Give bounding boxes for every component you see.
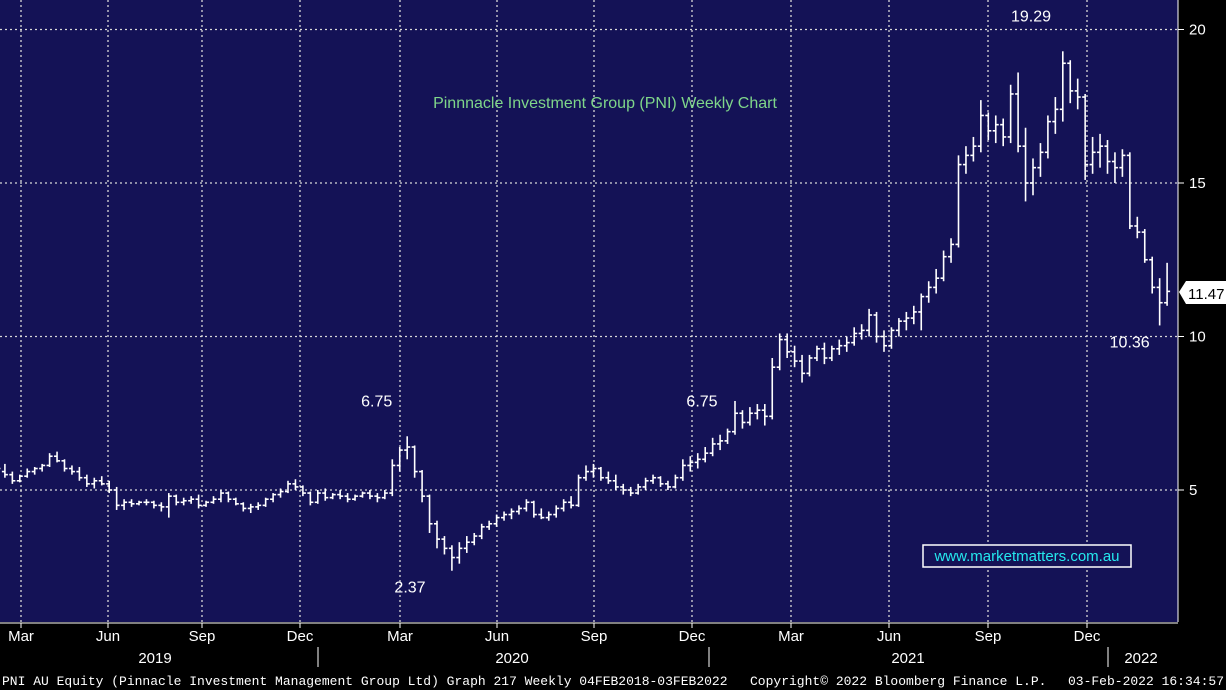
x-tick-label: Sep: [189, 628, 216, 645]
footer-equity: PNI AU Equity (Pinnacle Investment Manag…: [2, 674, 728, 689]
year-label: 2022: [1124, 650, 1157, 667]
watermark-box: [922, 544, 1132, 568]
y-tick-label: 10: [1189, 329, 1206, 346]
annotations: 6.75 2.37 6.75 19.29 10.36: [361, 8, 1150, 596]
x-tick-label: Mar: [387, 628, 413, 645]
year-label: 2019: [138, 650, 171, 667]
footer-timestamp: 03-Feb-2022 16:34:57: [1068, 674, 1224, 689]
x-tick-label: Dec: [679, 628, 706, 645]
y-tick-label: 20: [1189, 22, 1206, 39]
x-tick-label: Mar: [778, 628, 804, 645]
grid: [0, 0, 1178, 622]
last-price-tag: [1179, 281, 1226, 304]
year-label: 2021: [891, 650, 924, 667]
x-tick-label: Mar: [8, 628, 34, 645]
plot-area: [0, 0, 1178, 622]
y-axis: 5 10 15 20: [1178, 22, 1206, 499]
annotation-label: 10.36: [1110, 334, 1150, 351]
x-tick-label: Dec: [1074, 628, 1101, 645]
x-axis: Mar Jun Sep Dec Mar Jun Sep Dec Mar Jun Sep Dec 2019…: [8, 623, 1158, 667]
annotation-label: 6.75: [686, 393, 717, 410]
annotation-label: 19.29: [1011, 8, 1051, 25]
watermark-link[interactable]: www.marketmatters.com.au: [933, 548, 1119, 565]
chart-title: Pinnnacle Investment Group (PNI) Weekly …: [433, 95, 777, 112]
x-tick-label: Jun: [96, 628, 120, 645]
annotation-label: 2.37: [394, 580, 425, 597]
x-tick-label: Dec: [287, 628, 314, 645]
x-tick-label: Jun: [485, 628, 509, 645]
y-tick-label: 5: [1189, 482, 1197, 499]
footer-copyright: Copyright© 2022 Bloomberg Finance L.P.: [750, 674, 1046, 689]
year-label: 2020: [495, 650, 528, 667]
y-tick-label: 15: [1189, 175, 1206, 192]
x-tick-label: Sep: [581, 628, 608, 645]
last-price-label: 11.47: [1188, 286, 1224, 303]
annotation-label: 6.75: [361, 393, 392, 410]
x-tick-label: Sep: [975, 628, 1002, 645]
x-tick-label: Jun: [877, 628, 901, 645]
ohlc-bars: [0, 51, 1171, 571]
